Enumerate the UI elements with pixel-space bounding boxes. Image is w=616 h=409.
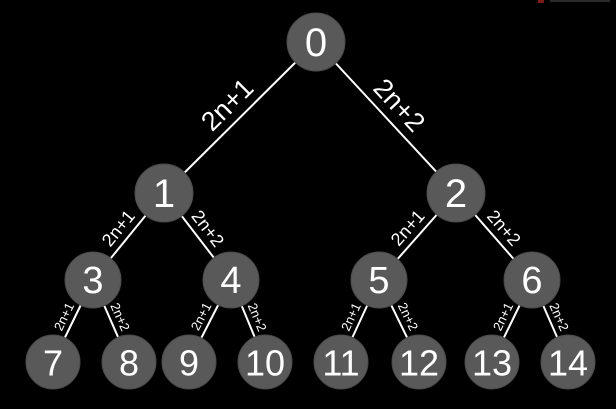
edge-label-2-5: 2n+1 bbox=[387, 206, 429, 250]
tree-node-6: 6 bbox=[503, 251, 561, 309]
tree-node-9: 9 bbox=[161, 334, 217, 390]
edge-label-5-11: 2n+1 bbox=[338, 300, 364, 333]
node-circle-7 bbox=[25, 334, 81, 390]
tree-node-5: 5 bbox=[350, 251, 408, 309]
tree-node-2: 2 bbox=[426, 163, 486, 223]
tree-node-10: 10 bbox=[237, 334, 293, 390]
node-label-14: 14 bbox=[548, 343, 588, 384]
node-label-1: 1 bbox=[153, 172, 175, 216]
node-label-7: 7 bbox=[43, 343, 63, 384]
tree-node-7: 7 bbox=[25, 334, 81, 390]
node-label-0: 0 bbox=[305, 21, 327, 65]
edge-label-3-7: 2n+1 bbox=[51, 300, 77, 333]
node-label-12: 12 bbox=[399, 343, 439, 384]
tree-node-3: 3 bbox=[64, 251, 122, 309]
node-circle-10 bbox=[237, 334, 293, 390]
edge-0-2 bbox=[315, 41, 457, 194]
edge-0-1 bbox=[163, 41, 317, 194]
node-circle-2 bbox=[426, 163, 486, 223]
edge-label-6-13: 2n+1 bbox=[490, 300, 516, 333]
node-circle-11 bbox=[313, 334, 369, 390]
node-circle-9 bbox=[161, 334, 217, 390]
tree-node-4: 4 bbox=[202, 251, 260, 309]
node-label-13: 13 bbox=[472, 343, 512, 384]
node-label-11: 11 bbox=[322, 343, 359, 384]
tree-node-8: 8 bbox=[101, 334, 157, 390]
edge-label-4-9: 2n+1 bbox=[188, 300, 215, 333]
nodes-layer: 01 23 4 5 67 8 9 10 11 12 13 14 bbox=[25, 12, 596, 390]
tree-node-0: 0 bbox=[286, 12, 346, 72]
node-label-9: 9 bbox=[179, 343, 199, 384]
tree-node-11: 11 bbox=[313, 334, 369, 390]
edge-label-3-8: 2n+2 bbox=[107, 301, 133, 334]
tree-node-12: 12 bbox=[391, 334, 447, 390]
node-circle-14 bbox=[540, 334, 596, 390]
tree-node-14: 14 bbox=[540, 334, 596, 390]
node-circle-4 bbox=[202, 251, 260, 309]
edges-layer bbox=[52, 41, 569, 363]
node-circle-3 bbox=[64, 251, 122, 309]
cropped-watermark bbox=[538, 0, 616, 6]
node-label-10: 10 bbox=[245, 343, 285, 384]
node-circle-13 bbox=[464, 334, 520, 390]
edge-label-0-2: 2n+2 bbox=[368, 73, 431, 138]
edge-label-4-10: 2n+2 bbox=[245, 301, 270, 334]
node-circle-5 bbox=[350, 251, 408, 309]
edge-label-1-3: 2n+1 bbox=[98, 206, 139, 250]
tree-node-1: 1 bbox=[134, 163, 194, 223]
node-circle-1 bbox=[134, 163, 194, 223]
edge-labels-layer: 2n+1 2n+2 2n+1 2n+2 2n+1 2n+2 2n+1 2n+2 2n+1 2n+2… bbox=[51, 73, 572, 334]
node-label-2: 2 bbox=[445, 172, 467, 216]
node-label-8: 8 bbox=[119, 343, 139, 384]
node-label-5: 5 bbox=[368, 260, 389, 302]
edge-label-0-1: 2n+1 bbox=[195, 73, 259, 137]
node-circle-6 bbox=[503, 251, 561, 309]
node-label-4: 4 bbox=[220, 260, 241, 302]
node-label-3: 3 bbox=[82, 260, 103, 302]
node-circle-12 bbox=[391, 334, 447, 390]
edge-label-6-14: 2n+2 bbox=[546, 301, 572, 334]
node-circle-8 bbox=[101, 334, 157, 390]
edge-label-2-6: 2n+2 bbox=[483, 206, 525, 250]
edge-label-1-4: 2n+2 bbox=[188, 206, 229, 250]
node-label-6: 6 bbox=[521, 260, 542, 302]
tree-node-13: 13 bbox=[464, 334, 520, 390]
edge-label-5-12: 2n+2 bbox=[395, 300, 421, 333]
node-circle-0 bbox=[286, 12, 346, 72]
